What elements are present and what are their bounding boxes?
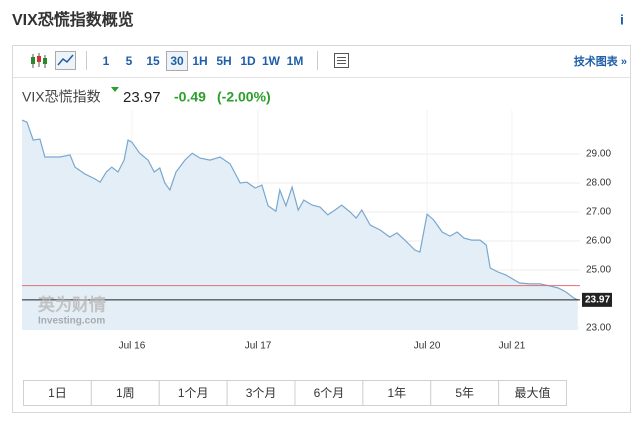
interval-button[interactable]: 1D — [240, 54, 256, 68]
range-label[interactable]: 最大值 — [515, 385, 551, 400]
interval-button[interactable]: 1 — [103, 54, 110, 68]
info-icon[interactable]: i — [620, 12, 624, 28]
y-tick-label: 27.00 — [586, 207, 611, 218]
y-tick-label: 29.00 — [586, 149, 611, 160]
y-tick-label: 28.00 — [586, 178, 611, 189]
quote-change: -0.49 — [174, 89, 206, 105]
widget-title: VIX恐慌指数概览 — [12, 10, 134, 29]
interval-button[interactable]: 15 — [146, 54, 160, 68]
x-tick-label: Jul 21 — [499, 341, 526, 352]
range-button[interactable] — [430, 380, 500, 406]
interval-button[interactable]: 1W — [262, 54, 281, 68]
panel-border — [12, 45, 631, 413]
tech-chart-link[interactable]: 技术图表 » — [574, 54, 627, 68]
down-arrow — [111, 87, 119, 92]
range-button[interactable] — [498, 380, 567, 406]
watermark-site: Investing.com — [38, 316, 105, 327]
x-tick-label: Jul 20 — [414, 341, 441, 352]
range-label[interactable]: 1个月 — [178, 386, 209, 400]
range-label[interactable]: 1年 — [387, 386, 406, 400]
table-icon[interactable] — [334, 53, 349, 68]
y-tick-label: 26.00 — [586, 236, 611, 247]
candle-icon[interactable] — [31, 53, 47, 68]
info-button[interactable] — [612, 10, 632, 30]
quote-price: 23.97 — [123, 89, 161, 106]
interval-button[interactable]: 1H — [192, 54, 207, 68]
range-button[interactable] — [362, 380, 432, 406]
range-button[interactable] — [294, 380, 364, 406]
interval-button[interactable]: 5 — [126, 54, 133, 68]
range-button[interactable] — [90, 380, 160, 406]
last-price-label: 23.97 — [585, 294, 610, 305]
range-button[interactable] — [23, 380, 92, 406]
interval-button[interactable]: 30 — [170, 54, 184, 68]
line-icon[interactable] — [55, 51, 76, 70]
interval-selected — [166, 51, 188, 71]
line — [21, 119, 579, 301]
range-label[interactable]: 6个月 — [314, 386, 345, 400]
x-tick-label: Jul 16 — [119, 341, 146, 352]
interval-button[interactable]: 5H — [216, 54, 231, 68]
range-button[interactable] — [226, 380, 296, 406]
watermark-brand: 英为财情 — [38, 294, 106, 314]
range-label[interactable]: 1周 — [116, 386, 135, 400]
quote-change-pct: (-2.00%) — [217, 89, 271, 105]
y-tick-label: 23.00 — [586, 323, 611, 334]
interval-button[interactable]: 1M — [287, 54, 304, 68]
last-price-box — [582, 292, 612, 307]
y-tick-label: 25.00 — [586, 265, 611, 276]
range-label[interactable]: 5年 — [455, 386, 474, 400]
x-tick-label: Jul 17 — [245, 341, 272, 352]
range-label[interactable]: 3个月 — [246, 386, 277, 400]
range-label[interactable]: 1日 — [48, 386, 67, 400]
quote-name: VIX恐慌指数 — [22, 89, 101, 105]
